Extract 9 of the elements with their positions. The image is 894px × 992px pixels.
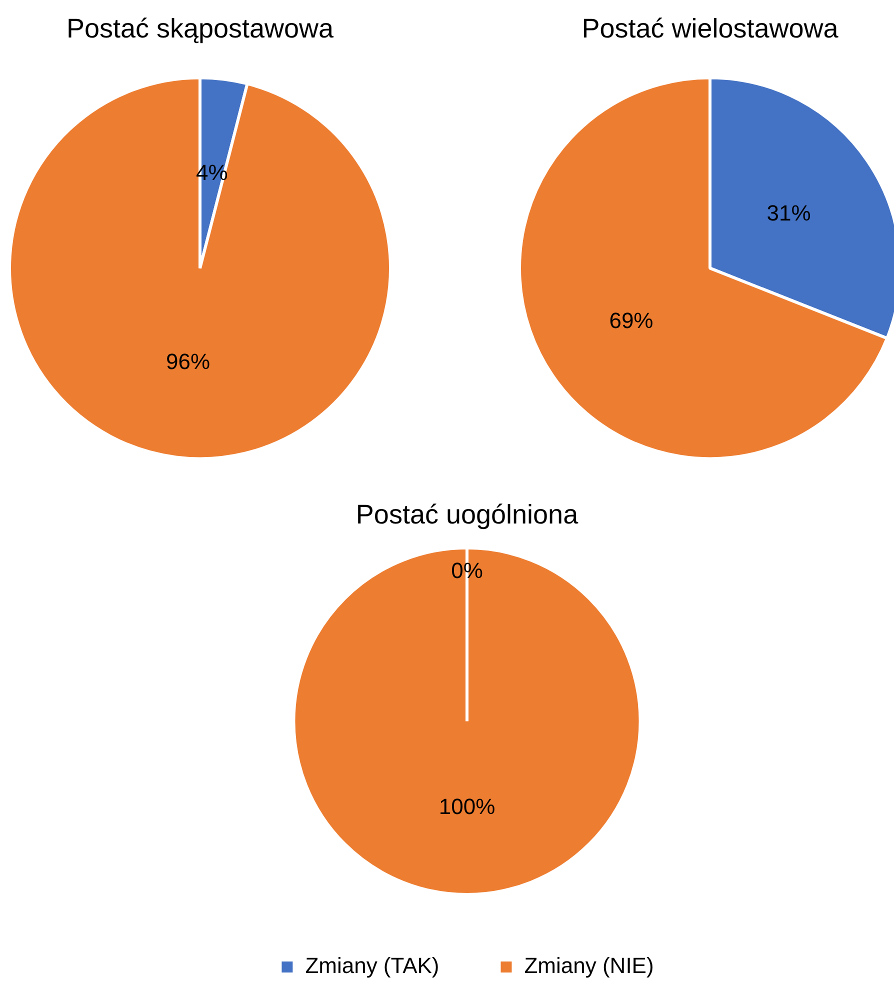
chart-title: Postać uogólniona: [356, 500, 580, 530]
chart-title: Postać wielostawowa: [582, 14, 840, 44]
data-label: 31%: [766, 200, 811, 226]
data-label: 69%: [609, 308, 654, 333]
data-label: 96%: [166, 348, 210, 374]
legend-label: Zmiany (TAK): [305, 953, 440, 978]
data-label: 100%: [438, 794, 496, 819]
chart-title: Postać skąpostawowa: [66, 14, 335, 44]
legend-label: Zmiany (NIE): [524, 953, 654, 978]
